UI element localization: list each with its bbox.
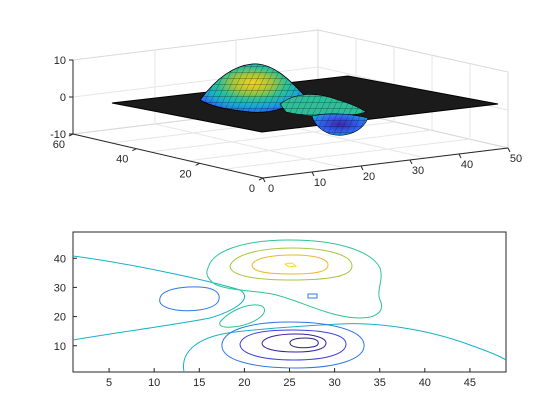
x-tick-label: 50	[510, 153, 522, 165]
x-tick-label: 20	[363, 171, 375, 183]
contour-x-tick-label: 35	[374, 377, 386, 389]
contour-x-tick-label: 25	[283, 377, 295, 389]
contour-y-tick-label: 30	[54, 282, 66, 294]
surface-plot: -10 0 10 0 20 40 60 0 10 20 30 40 50	[50, 29, 522, 195]
contour-x-tick-labels: 5 10 15 20 25 30 35 40 45	[106, 368, 476, 389]
contour-y-tick-label: 40	[54, 253, 66, 265]
z-tick-label: 0	[60, 92, 66, 104]
x-tick	[458, 153, 462, 159]
surface-dip-mesh	[312, 113, 368, 136]
contour-x-tick-label: 15	[193, 377, 205, 389]
x-tick-labels: 0 10 20 30 40 50	[262, 147, 522, 195]
y-tick	[132, 148, 137, 152]
contour-y-tick-labels: 10 20 30 40	[54, 253, 77, 353]
x-tick	[360, 165, 364, 171]
x-tick	[311, 171, 315, 177]
contour-level-0	[73, 255, 246, 341]
z-tick-labels: -10 0 10	[50, 55, 73, 141]
y-tick	[68, 133, 74, 137]
contour-x-tick-label: 30	[328, 377, 340, 389]
contour-plot: 5 10 15 20 25 30 35 40 45 10 20 30 40	[54, 231, 507, 389]
contour-level-neg2-left	[159, 286, 220, 312]
y-tick-label: 60	[53, 139, 65, 151]
contour-y-tick-label: 10	[54, 341, 66, 353]
y-tick	[195, 162, 200, 166]
x-tick	[507, 147, 511, 153]
contour-level-0b	[183, 323, 506, 372]
z-tick-label: 10	[54, 55, 66, 67]
contour-level-2	[206, 239, 383, 319]
surface-ridge-mesh	[280, 94, 366, 117]
z-tick-label: -10	[50, 129, 66, 141]
x-tick	[409, 159, 413, 165]
contour-x-tick-label: 20	[238, 377, 250, 389]
contour-level-neg6	[261, 333, 327, 353]
contour-level-neg4	[239, 329, 347, 361]
contour-x-tick-label: 10	[148, 377, 160, 389]
surface-peak-mesh	[200, 63, 305, 113]
contour-level-6	[251, 254, 329, 275]
y-tick-label: 40	[116, 154, 128, 166]
contour-x-tick-label: 45	[464, 377, 476, 389]
y-tick	[258, 177, 264, 181]
x-tick	[262, 177, 266, 183]
contour-level-8	[283, 262, 298, 268]
x-tick-label: 40	[461, 159, 473, 171]
y-tick-label: 20	[179, 168, 191, 180]
x-tick-label: 30	[412, 165, 424, 177]
contour-level-4	[229, 247, 353, 281]
contour-level-neg2	[221, 321, 365, 369]
contour-y-tick-label: 20	[54, 312, 66, 324]
x-tick-label: 0	[268, 183, 274, 195]
y-tick-labels: 0 20 40 60	[53, 133, 264, 195]
contour-x-tick-label: 5	[106, 377, 112, 389]
contour-level-2-inner	[219, 304, 265, 328]
contour-island	[307, 293, 318, 299]
y-tick-label: 0	[249, 183, 255, 195]
x-tick-label: 10	[314, 177, 326, 189]
contour-level-neg8	[289, 337, 319, 349]
contour-axes-box	[72, 231, 507, 373]
contour-x-tick-label: 40	[419, 377, 431, 389]
